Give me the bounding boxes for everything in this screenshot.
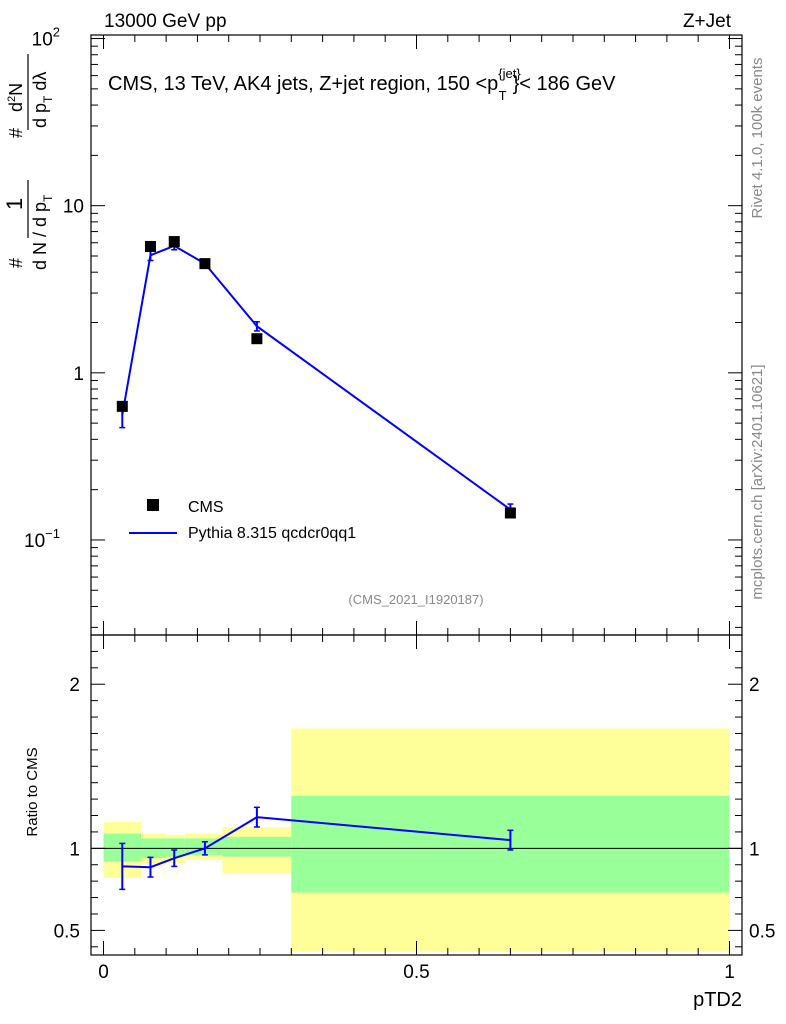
data-points — [116, 236, 516, 519]
svg-text:#: # — [6, 258, 26, 268]
header-right: Z+Jet — [683, 11, 732, 32]
ratio-y-tick-label-right: 2 — [749, 675, 760, 696]
x-tick-label: 1 — [724, 962, 735, 983]
svg-text:d pT dλ: d pT dλ — [30, 72, 55, 128]
mc-curve — [119, 241, 514, 517]
svg-text:d N / d pT: d N / d pT — [30, 194, 55, 270]
ratio-y-tick-label-left: 0.5 — [54, 921, 80, 942]
main-plot-panel: 10−1 1 10 102 CMS, 13 TeV, AK4 jets, Z+jet … — [2, 25, 743, 636]
x-axis-label: pTD2 — [693, 989, 742, 1011]
main-frame — [90, 34, 743, 636]
main-y-tick-label: 1 — [73, 364, 84, 385]
cms-data-point — [251, 333, 263, 345]
svg-text:#: # — [6, 128, 26, 138]
analysis-id: (CMS_2021_I1920187) — [348, 592, 483, 607]
inner-uncertainty-band — [166, 838, 185, 857]
inner-uncertainty-band — [222, 836, 292, 857]
ratio-y-axis-label: Ratio to CMS — [24, 747, 41, 836]
cms-data-point — [168, 236, 180, 248]
header-left: 13000 GeV pp — [104, 11, 227, 32]
main-y-tick-label: 102 — [32, 25, 60, 51]
main-y-tick-label: 10−1 — [24, 526, 60, 552]
uncertainty-bands — [103, 728, 730, 952]
legend-entry-pythia: Pythia 8.315 qcdcr0qq1 — [188, 525, 356, 542]
ratio-y-tick-label-left: 1 — [69, 839, 80, 860]
svg-text:d2N: d2N — [6, 83, 26, 112]
main-ticks: 10−1 1 10 102 — [24, 25, 742, 635]
legend-entry-cms: CMS — [188, 499, 224, 516]
ratio-curve — [119, 806, 514, 891]
main-y-axis-label: # 1 d N / d pT # d2N d pT dλ — [2, 54, 55, 270]
mc-line — [121, 244, 511, 511]
source-site-label: mcplots.cern.ch [arXiv:2401.10621] — [749, 364, 766, 599]
ratio-line — [122, 816, 511, 869]
cms-data-point — [116, 400, 128, 412]
cms-data-point — [504, 507, 516, 519]
legend: CMS Pythia 8.315 qcdcr0qq1 — [129, 499, 356, 542]
ratio-y-tick-label-right: 0.5 — [749, 921, 775, 942]
rivet-version-label: Rivet 4.1.0, 100k events — [749, 58, 766, 219]
plot-title: CMS, 13 TeV, AK4 jets, Z+jet region, 150… — [108, 66, 616, 103]
ratio-plot-panel: 0.5 0.5 1 1 2 2 0 0.5 1 Ratio to CMS pTD2 — [24, 634, 775, 1011]
main-y-tick-label: 10 — [63, 197, 84, 218]
legend-data-marker — [147, 499, 159, 511]
ratio-ticks: 0.5 0.5 1 1 2 2 0 0.5 1 — [54, 635, 775, 983]
x-tick-label: 0.5 — [403, 962, 429, 983]
cms-data-point — [144, 240, 156, 252]
ratio-y-tick-label-left: 2 — [69, 675, 80, 696]
cms-data-point — [199, 258, 211, 270]
ratio-y-tick-label-right: 1 — [749, 839, 760, 860]
svg-text:1: 1 — [2, 198, 27, 210]
x-tick-label: 0 — [98, 962, 109, 983]
